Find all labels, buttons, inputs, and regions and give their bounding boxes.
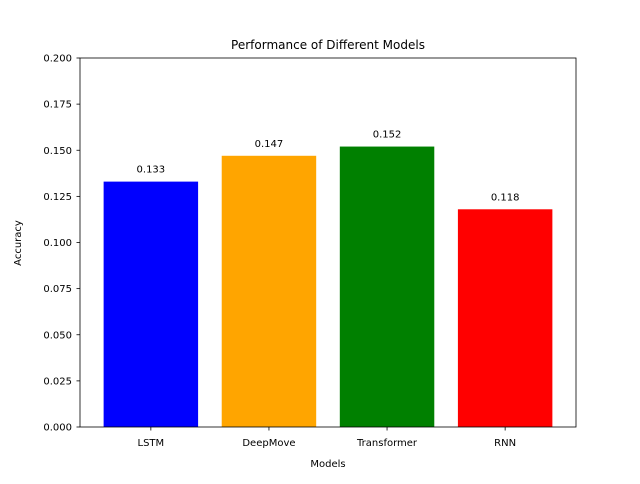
chart-title: Performance of Different Models	[231, 38, 425, 52]
y-tick-label: 0.125	[43, 192, 72, 203]
y-tick-label: 0.050	[43, 330, 72, 341]
y-tick-label: 0.100	[43, 238, 72, 249]
y-tick-label: 0.200	[43, 54, 72, 65]
data-label-transformer: 0.152	[373, 130, 402, 141]
y-tick-label: 0.000	[43, 423, 72, 434]
y-tick-label: 0.075	[43, 284, 72, 295]
y-tick-label: 0.150	[43, 146, 72, 157]
x-tick-label-lstm: LSTM	[138, 438, 165, 449]
bar-transformer	[339, 146, 435, 427]
x-tick-label-deepmove: DeepMove	[242, 438, 295, 449]
x-tick-label-rnn: RNN	[494, 438, 516, 449]
axes-frame	[79, 57, 577, 428]
data-label-lstm: 0.133	[137, 165, 166, 176]
bar-lstm	[103, 181, 199, 427]
data-label-deepmove: 0.147	[255, 139, 284, 150]
y-axis-label: Accuracy	[13, 220, 24, 266]
x-axis-label: Models	[310, 459, 345, 470]
y-tick-label: 0.025	[43, 376, 72, 387]
bar-deepmove	[221, 155, 317, 427]
y-tick-label: 0.175	[43, 100, 72, 111]
data-label-rnn: 0.118	[491, 192, 520, 203]
bar-rnn	[457, 209, 553, 427]
plot-area: 0.133 LSTM 0.147 DeepMove 0.152 Transformer 0.…	[43, 54, 577, 449]
x-tick-label-transformer: Transformer	[356, 438, 418, 449]
